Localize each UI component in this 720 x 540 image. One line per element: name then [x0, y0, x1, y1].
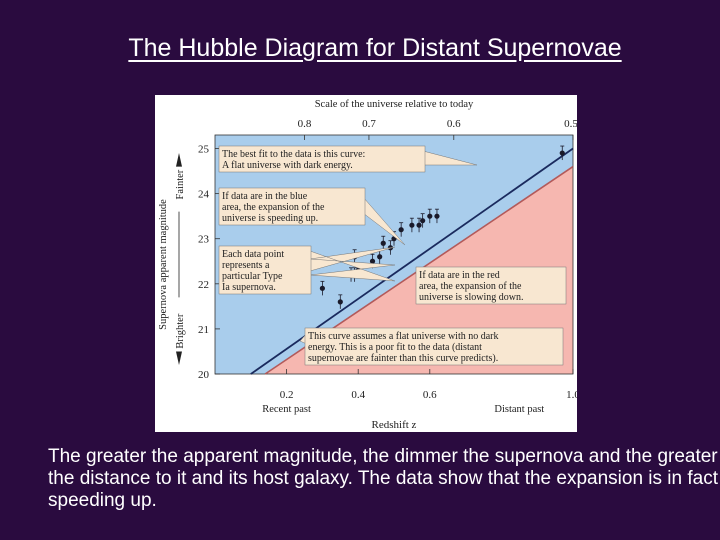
- arrow-down-icon: [176, 351, 182, 365]
- top-tick-label: 0.7: [362, 118, 376, 130]
- no-dark-energy-callout: This curve assumes a flat universe with …: [299, 327, 564, 366]
- data-point: [409, 222, 415, 228]
- red-area-callout-line: universe is slowing down.: [419, 292, 523, 303]
- data-point: [337, 299, 343, 305]
- top-axis-label: Scale of the universe relative to today: [315, 99, 474, 110]
- data-point: [420, 218, 426, 224]
- each-point-callout-line: represents a: [222, 260, 270, 271]
- y-axis-title: Supernova apparent magnitude: [158, 199, 169, 330]
- top-tick-label: 0.5: [564, 118, 577, 130]
- slide-title: The Hubble Diagram for Distant Supernova…: [128, 34, 622, 62]
- red-area-callout-line: area, the expansion of the: [419, 281, 522, 292]
- data-point: [398, 227, 404, 233]
- each-point-callout-line: Each data point: [222, 249, 284, 260]
- no-dark-energy-callout-line: This curve assumes a flat universe with …: [308, 331, 499, 342]
- fainter-label: Fainter: [175, 169, 186, 199]
- y-tick-label: 21: [198, 324, 209, 336]
- each-point-callout-pointer: [309, 246, 396, 282]
- data-point: [416, 222, 422, 228]
- best-fit-callout: The best fit to the data is this curve:A…: [218, 145, 478, 173]
- hubble-diagram-chart: 20 21 22 23 24 25 0.2 0.4 0.6 1.0 0.8 0.7 0.6 0.5 Scal…: [158, 99, 577, 431]
- arrow-up-icon: [176, 153, 182, 167]
- top-tick-label: 0.6: [447, 118, 461, 130]
- hubble-diagram-figure: 20 21 22 23 24 25 0.2 0.4 0.6 1.0 0.8 0.7 0.6 0.5 Scal…: [155, 95, 577, 432]
- y-tick-label: 20: [198, 369, 210, 381]
- x-tick-label: 0.6: [423, 389, 437, 401]
- data-point: [427, 213, 433, 219]
- y-tick-label: 24: [198, 189, 210, 201]
- recent-past-label: Recent past: [262, 404, 311, 415]
- distant-past-label: Distant past: [494, 404, 544, 415]
- top-tick-label: 0.8: [298, 118, 312, 130]
- red-area-callout-box: [415, 266, 567, 305]
- slide-caption: The greater the apparent magnitude, the …: [48, 446, 718, 511]
- blue-area-callout-line: universe is speeding up.: [222, 213, 318, 224]
- no-dark-energy-callout-line: energy. This is a poor fit to the data (…: [308, 342, 482, 353]
- y-tick-label: 23: [198, 234, 210, 246]
- data-point: [319, 285, 325, 291]
- y-tick-label: 22: [198, 279, 209, 291]
- each-point-callout-line: Ia supernova.: [222, 282, 276, 293]
- y-tick-label: 25: [198, 144, 210, 156]
- x-axis-title: Redshift z: [372, 419, 417, 431]
- plot-frame: [214, 134, 574, 375]
- x-tick-label: 0.2: [280, 389, 294, 401]
- data-point: [434, 213, 440, 219]
- best-fit-callout-box: [218, 145, 426, 173]
- x-tick-label: 0.4: [351, 389, 365, 401]
- best-fit-callout-line: A flat universe with dark energy.: [222, 160, 353, 171]
- no-dark-energy-callout-box: [304, 327, 564, 366]
- data-point: [377, 254, 383, 260]
- blue-area-callout-line: area, the expansion of the: [222, 202, 325, 213]
- each-point-callout-box: [218, 245, 312, 295]
- best-fit-callout-line: The best fit to the data is this curve:: [222, 149, 365, 160]
- data-point: [559, 150, 565, 156]
- no-dark-energy-callout-line: supernovae are fainter than this curve p…: [308, 353, 498, 364]
- red-area-callout-line: If data are in the red: [419, 270, 500, 281]
- data-point: [369, 258, 376, 264]
- blue-area-callout-line: If data are in the blue: [222, 191, 308, 202]
- each-point-callout-line: particular Type: [222, 271, 283, 282]
- blue-area-callout-box: [218, 187, 366, 226]
- data-point: [380, 240, 386, 246]
- brighter-label: Brighter: [175, 313, 186, 348]
- x-tick-label: 1.0: [566, 389, 577, 401]
